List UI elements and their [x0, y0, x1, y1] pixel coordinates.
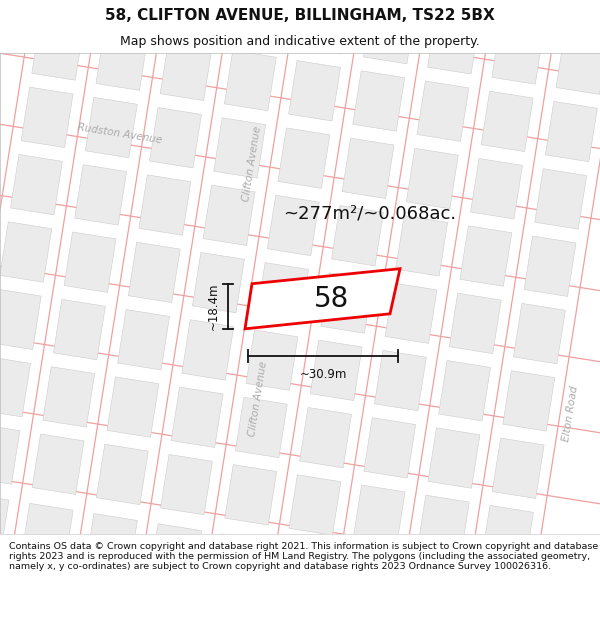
Text: Contains OS data © Crown copyright and database right 2021. This information is : Contains OS data © Crown copyright and d…	[9, 542, 598, 571]
Polygon shape	[75, 164, 127, 225]
Polygon shape	[278, 544, 330, 604]
Text: Map shows position and indicative extent of the property.: Map shows position and indicative extent…	[120, 35, 480, 48]
Polygon shape	[492, 24, 544, 84]
Polygon shape	[439, 361, 491, 421]
Polygon shape	[225, 464, 277, 525]
Polygon shape	[514, 303, 565, 364]
Polygon shape	[545, 101, 597, 162]
Polygon shape	[268, 195, 319, 256]
Polygon shape	[160, 40, 212, 101]
Polygon shape	[32, 434, 84, 494]
Polygon shape	[342, 138, 394, 199]
Polygon shape	[203, 185, 255, 246]
Polygon shape	[171, 0, 223, 33]
Polygon shape	[11, 154, 62, 215]
Text: 58, CLIFTON AVENUE, BILLINGHAM, TS22 5BX: 58, CLIFTON AVENUE, BILLINGHAM, TS22 5BX	[105, 8, 495, 23]
Polygon shape	[149, 524, 202, 584]
Polygon shape	[246, 330, 298, 391]
Polygon shape	[21, 87, 73, 148]
Polygon shape	[0, 289, 41, 349]
Polygon shape	[289, 475, 341, 535]
Polygon shape	[364, 418, 416, 478]
Polygon shape	[85, 514, 137, 574]
Polygon shape	[107, 377, 159, 438]
Text: 58: 58	[314, 285, 349, 312]
Polygon shape	[85, 98, 137, 158]
Polygon shape	[374, 351, 427, 411]
Polygon shape	[449, 293, 501, 354]
Polygon shape	[214, 118, 266, 178]
Text: ~18.4m: ~18.4m	[207, 282, 220, 330]
Polygon shape	[0, 493, 9, 554]
Polygon shape	[299, 0, 351, 54]
Polygon shape	[171, 387, 223, 448]
Polygon shape	[289, 61, 340, 121]
Polygon shape	[128, 242, 180, 302]
Polygon shape	[503, 371, 555, 431]
Polygon shape	[460, 226, 512, 286]
Polygon shape	[481, 91, 533, 151]
Polygon shape	[492, 438, 544, 499]
Polygon shape	[224, 51, 276, 111]
Polygon shape	[118, 309, 170, 370]
Polygon shape	[321, 272, 373, 333]
Polygon shape	[428, 428, 480, 488]
Polygon shape	[332, 206, 383, 266]
Polygon shape	[353, 71, 404, 131]
Polygon shape	[0, 356, 31, 417]
Polygon shape	[310, 340, 362, 401]
Text: Clifton Avenue: Clifton Avenue	[241, 125, 263, 202]
Polygon shape	[278, 128, 330, 188]
Polygon shape	[385, 283, 437, 343]
Polygon shape	[97, 444, 148, 504]
Polygon shape	[428, 14, 479, 74]
Polygon shape	[64, 232, 116, 292]
Polygon shape	[43, 367, 95, 427]
Polygon shape	[53, 299, 106, 360]
Polygon shape	[149, 107, 202, 168]
Polygon shape	[193, 253, 244, 312]
Text: ~30.9m: ~30.9m	[299, 368, 347, 381]
Polygon shape	[0, 424, 20, 484]
Polygon shape	[556, 34, 600, 94]
Polygon shape	[139, 175, 191, 235]
Polygon shape	[21, 503, 73, 564]
Polygon shape	[482, 506, 533, 566]
Polygon shape	[417, 81, 469, 141]
Polygon shape	[245, 269, 400, 329]
Polygon shape	[364, 4, 415, 64]
Polygon shape	[524, 236, 576, 296]
Polygon shape	[257, 262, 308, 323]
Polygon shape	[396, 216, 448, 276]
Polygon shape	[299, 408, 352, 468]
Polygon shape	[96, 30, 148, 91]
Polygon shape	[32, 20, 83, 80]
Polygon shape	[535, 169, 587, 229]
Polygon shape	[418, 495, 469, 556]
Polygon shape	[235, 398, 287, 458]
Text: Clifton Avenue: Clifton Avenue	[247, 361, 269, 438]
Polygon shape	[214, 534, 266, 594]
Polygon shape	[161, 454, 212, 515]
Text: ~277m²/~0.068ac.: ~277m²/~0.068ac.	[283, 204, 457, 222]
Text: Elton Road: Elton Road	[560, 386, 580, 442]
Polygon shape	[406, 148, 458, 209]
Polygon shape	[182, 320, 234, 380]
Polygon shape	[235, 0, 287, 44]
Polygon shape	[0, 222, 52, 282]
Polygon shape	[470, 159, 523, 219]
Text: Rudston Avenue: Rudston Avenue	[77, 122, 163, 145]
Polygon shape	[353, 485, 405, 546]
